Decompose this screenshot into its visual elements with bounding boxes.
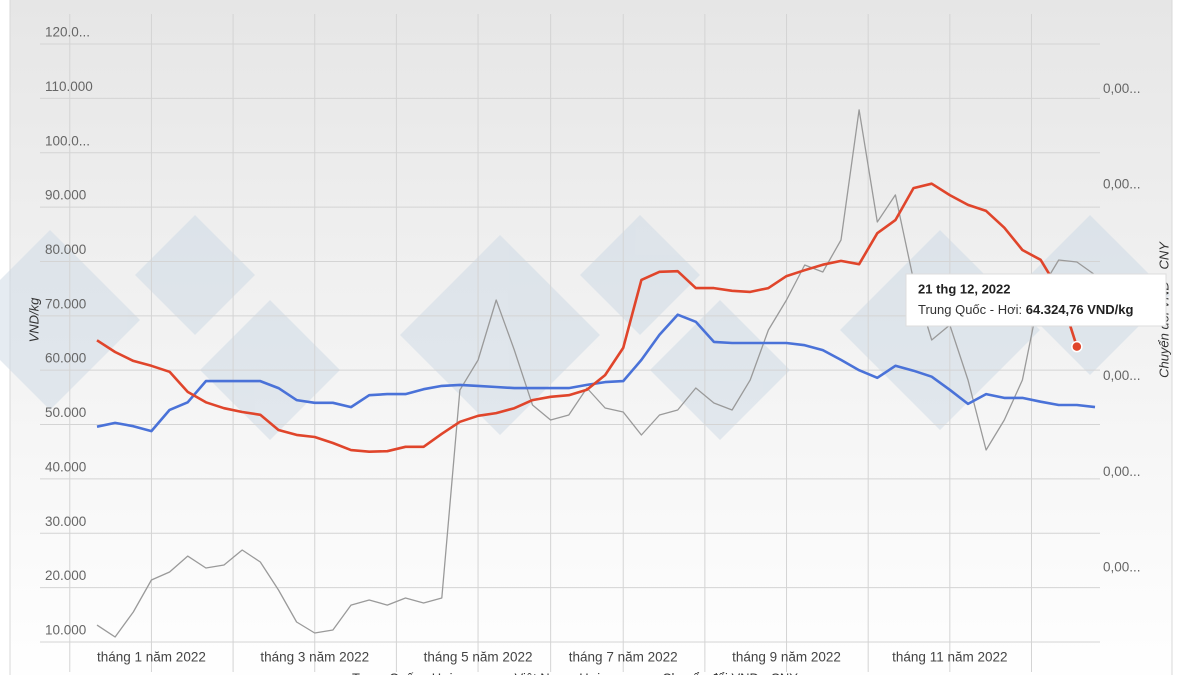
- y-tick-label: 50.000: [45, 405, 86, 420]
- tooltip-box: [905, 273, 1167, 327]
- x-tick-label: tháng 11 năm 2022: [892, 650, 1007, 665]
- y2-tick-label: 0,00...: [1103, 81, 1141, 96]
- legend: Trung Quốc - Hơi Việt Nam - Hơi Chuyển đổi…: [352, 670, 798, 675]
- y-tick-label: 100.0...: [45, 133, 90, 148]
- tooltip-value: 64.324,76 VND/kg: [1026, 302, 1134, 317]
- legend-label: Việt Nam - Hơi: [515, 670, 601, 675]
- y-tick-label: 120.0...: [45, 25, 90, 40]
- plot: [96, 109, 1096, 638]
- y-tick-label: 40.000: [45, 459, 86, 474]
- ticks: 10.000 20.000 30.000 40.000 50.000 60.000 70.0…: [45, 25, 1141, 665]
- y2-tick-label: 0,00...: [1103, 368, 1141, 383]
- x-tick-label: tháng 3 năm 2022: [260, 650, 369, 665]
- series-line: [96, 182, 1079, 453]
- y-tick-label: 10.000: [45, 623, 86, 638]
- y-tick-label: 70.000: [45, 296, 86, 311]
- legend-label: Chuyển đổi VND - CNY: [662, 670, 798, 675]
- tooltip-marker: [1071, 340, 1083, 353]
- y-tick-label: 80.000: [45, 242, 86, 257]
- x-tick-label: tháng 1 năm 2022: [97, 650, 206, 665]
- x-tick-label: tháng 7 năm 2022: [569, 650, 678, 665]
- legend-label: Trung Quốc - Hơi: [352, 670, 453, 675]
- tooltip: 21 thg 12, 2022 Trung Quốc - Hơi: 64.324…: [905, 273, 1167, 327]
- y-tick-label: 60.000: [45, 351, 86, 366]
- y2-tick-label: 0,00...: [1103, 560, 1141, 575]
- y2-tick-label: 0,00...: [1103, 177, 1141, 192]
- tooltip-label: Trung Quốc - Hơi:: [918, 302, 1022, 317]
- y-tick-label: 90.000: [45, 188, 86, 203]
- y-tick-label: 110.000: [45, 79, 93, 94]
- y-tick-label: 20.000: [45, 568, 86, 583]
- tooltip-date: 21 thg 12, 2022: [918, 281, 1011, 296]
- series-line: [96, 109, 1096, 638]
- x-tick-label: tháng 9 năm 2022: [732, 650, 841, 665]
- tooltip-line: Trung Quốc - Hơi: 64.324,76 VND/kg: [918, 302, 1134, 317]
- y-axis-title: VND/kg: [26, 297, 41, 343]
- y2-tick-label: 0,00...: [1103, 464, 1141, 479]
- x-tick-label: tháng 5 năm 2022: [424, 650, 533, 665]
- y-tick-label: 30.000: [45, 514, 86, 529]
